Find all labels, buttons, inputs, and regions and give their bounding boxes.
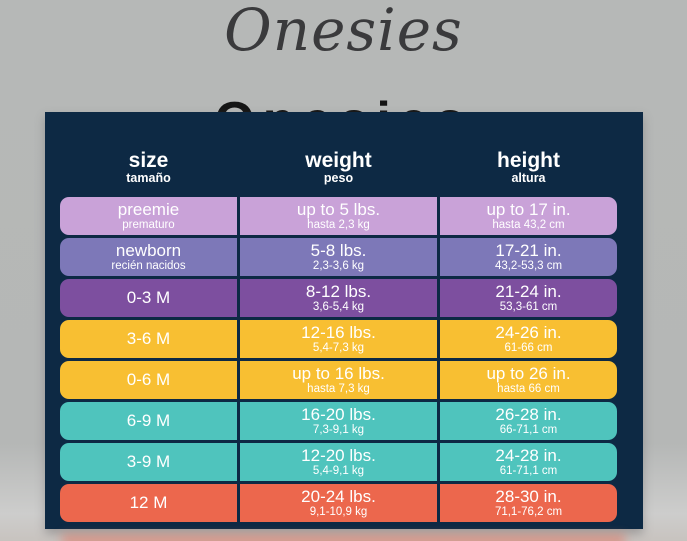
size-value: 3-6 M [126, 328, 171, 348]
table-row: 12 M 20-24 lbs. 9,1-10,9 kg 28-30 in. 71… [60, 484, 617, 522]
table-row: 3-6 M 12-16 lbs. 5,4-7,3 kg 24-26 in. 61… [60, 320, 617, 358]
weight-value: 16-20 lbs. [301, 404, 376, 424]
header-size-label: size [128, 149, 169, 173]
weight-subvalue: hasta 2,3 kg [307, 218, 370, 231]
weight-subvalue: hasta 7,3 kg [307, 382, 370, 395]
size-value: newborn [115, 240, 182, 260]
weight-cell: up to 5 lbs. hasta 2,3 kg [240, 197, 437, 235]
weight-value: 20-24 lbs. [301, 486, 376, 506]
weight-cell: 12-20 lbs. 5,4-9,1 kg [240, 443, 437, 481]
height-cell: 26-28 in. 66-71,1 cm [440, 402, 617, 440]
table-rows: preemie prematuro up to 5 lbs. hasta 2,3… [60, 197, 617, 522]
size-subvalue: recién nacidos [111, 259, 186, 272]
header-size-sublabel: tamaño [126, 171, 171, 186]
size-cell: 0-6 M [60, 361, 237, 399]
weight-subvalue: 5,4-9,1 kg [312, 464, 365, 477]
table-row: newborn recién nacidos 5-8 lbs. 2,3-3,6 … [60, 238, 617, 276]
size-value: 6-9 M [126, 410, 171, 430]
table-row: 0-3 M 8-12 lbs. 3,6-5,4 kg 21-24 in. 53,… [60, 279, 617, 317]
height-value: up to 26 in. [486, 363, 571, 383]
table-row: 0-6 M up to 16 lbs. hasta 7,3 kg up to 2… [60, 361, 617, 399]
weight-value: 5-8 lbs. [310, 240, 367, 260]
height-cell: 21-24 in. 53,3-61 cm [440, 279, 617, 317]
height-cell: 24-28 in. 61-71,1 cm [440, 443, 617, 481]
size-value: 3-9 M [126, 451, 171, 471]
height-value: 17-21 in. [495, 240, 562, 260]
header-weight-label: weight [305, 149, 372, 173]
size-cell: 3-9 M [60, 443, 237, 481]
weight-cell: 20-24 lbs. 9,1-10,9 kg [240, 484, 437, 522]
height-value: up to 17 in. [486, 199, 571, 219]
size-cell: newborn recién nacidos [60, 238, 237, 276]
size-subvalue: prematuro [122, 218, 175, 231]
weight-cell: 5-8 lbs. 2,3-3,6 kg [240, 238, 437, 276]
size-cell: preemie prematuro [60, 197, 237, 235]
table-row: 3-9 M 12-20 lbs. 5,4-9,1 kg 24-28 in. 61… [60, 443, 617, 481]
size-value: 0-3 M [126, 287, 171, 307]
height-cell: 24-26 in. 61-66 cm [440, 320, 617, 358]
size-cell: 3-6 M [60, 320, 237, 358]
weight-cell: 16-20 lbs. 7,3-9,1 kg [240, 402, 437, 440]
height-subvalue: hasta 43,2 cm [492, 218, 565, 231]
size-value: preemie [117, 199, 180, 219]
header-height-sublabel: altura [511, 171, 546, 186]
weight-subvalue: 5,4-7,3 kg [312, 341, 365, 354]
height-subvalue: 53,3-61 cm [499, 300, 558, 313]
table-header: size tamaño weight peso height altura [60, 112, 617, 197]
weight-subvalue: 9,1-10,9 kg [309, 505, 368, 518]
header-weight-sublabel: peso [323, 171, 354, 186]
size-cell: 6-9 M [60, 402, 237, 440]
weight-value: 12-16 lbs. [301, 322, 376, 342]
height-subvalue: 61-71,1 cm [499, 464, 558, 477]
bottom-reflection [62, 535, 625, 541]
height-value: 28-30 in. [495, 486, 562, 506]
height-subvalue: 71,1-76,2 cm [494, 505, 563, 518]
table-row: preemie prematuro up to 5 lbs. hasta 2,3… [60, 197, 617, 235]
height-value: 24-26 in. [495, 322, 562, 342]
size-cell: 0-3 M [60, 279, 237, 317]
height-cell: up to 26 in. hasta 66 cm [440, 361, 617, 399]
weight-value: 12-20 lbs. [301, 445, 376, 465]
weight-subvalue: 3,6-5,4 kg [312, 300, 365, 313]
weight-subvalue: 2,3-3,6 kg [312, 259, 365, 272]
height-subvalue: 43,2-53,3 cm [494, 259, 563, 272]
header-cell-weight: weight peso [240, 150, 437, 186]
size-chart-table: size tamaño weight peso height altura pr… [45, 112, 643, 529]
weight-cell: 8-12 lbs. 3,6-5,4 kg [240, 279, 437, 317]
weight-value: up to 5 lbs. [296, 199, 381, 219]
size-value: 0-6 M [126, 369, 171, 389]
height-subvalue: 61-66 cm [504, 341, 553, 354]
height-subvalue: 66-71,1 cm [499, 423, 558, 436]
page-title: Onesies [224, 0, 463, 64]
size-cell: 12 M [60, 484, 237, 522]
header-cell-height: height altura [440, 150, 617, 186]
height-subvalue: hasta 66 cm [497, 382, 560, 395]
height-cell: 17-21 in. 43,2-53,3 cm [440, 238, 617, 276]
weight-value: up to 16 lbs. [292, 363, 385, 383]
weight-value: 8-12 lbs. [305, 281, 372, 301]
weight-cell: 12-16 lbs. 5,4-7,3 kg [240, 320, 437, 358]
header-height-label: height [497, 149, 560, 173]
height-cell: 28-30 in. 71,1-76,2 cm [440, 484, 617, 522]
weight-cell: up to 16 lbs. hasta 7,3 kg [240, 361, 437, 399]
table-row: 6-9 M 16-20 lbs. 7,3-9,1 kg 26-28 in. 66… [60, 402, 617, 440]
weight-subvalue: 7,3-9,1 kg [312, 423, 365, 436]
height-value: 21-24 in. [495, 281, 562, 301]
height-value: 24-28 in. [495, 445, 562, 465]
header-cell-size: size tamaño [60, 150, 237, 186]
height-value: 26-28 in. [495, 404, 562, 424]
height-cell: up to 17 in. hasta 43,2 cm [440, 197, 617, 235]
size-value: 12 M [129, 492, 168, 512]
